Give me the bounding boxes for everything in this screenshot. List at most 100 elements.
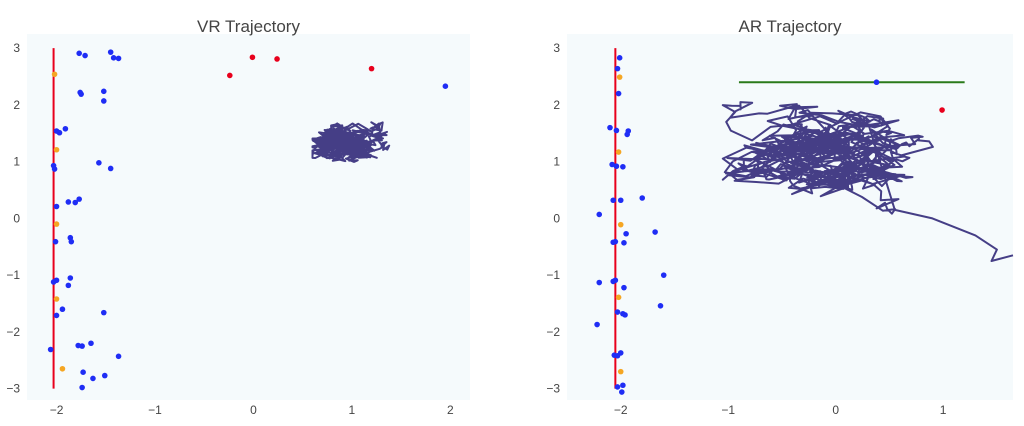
vr-blue-point: [101, 372, 108, 379]
ar-blue-point: [596, 211, 603, 218]
vr-blue-point: [56, 129, 63, 136]
vr-blue-point: [82, 52, 88, 59]
ar-blue-point: [619, 389, 625, 395]
vr-blue-point: [76, 196, 82, 202]
ar-blue-point: [620, 382, 626, 389]
ar-orange-point: [615, 149, 622, 155]
ar-orange-point: [616, 74, 623, 80]
ar-x-tick-label: −1: [721, 403, 735, 417]
ar-blue-point: [610, 239, 617, 246]
ar-blue-point: [596, 279, 603, 286]
ar-y-tick-label: 1: [553, 155, 560, 169]
ar-blue-point: [617, 350, 624, 356]
vr-blue-point: [79, 384, 85, 391]
vr-blue-point: [96, 160, 102, 166]
vr-chart-title: VR Trajectory: [197, 17, 300, 36]
vr-blue-point: [53, 203, 60, 210]
ar-trajectory-line: [721, 101, 1014, 262]
ar-blue-point: [622, 312, 628, 318]
vr-blue-point: [59, 306, 66, 313]
vr-x-tick-label: 0: [250, 403, 257, 417]
ar-plot-background: [567, 34, 1013, 400]
vr-orange-point: [53, 146, 60, 153]
vr-blue-point: [100, 98, 107, 104]
vr-blue-point: [65, 199, 72, 205]
ar-orange-point: [617, 368, 624, 375]
vr-blue-point: [67, 275, 74, 281]
vr-blue-point: [51, 166, 58, 172]
ar-blue-point: [639, 195, 646, 201]
vr-orange-point: [53, 221, 60, 227]
vr-orange-point: [59, 365, 66, 372]
ar-y-tick-label: −3: [546, 382, 560, 396]
ar-blue-point: [615, 90, 622, 97]
ar-x-ticks: −2 −1 0 1: [614, 403, 947, 417]
vr-y-tick-label: 2: [13, 98, 20, 112]
vr-orange-point: [53, 296, 60, 302]
ar-blue-point: [594, 321, 600, 328]
ar-trajectory: [721, 101, 1014, 262]
ar-blue-point: [620, 163, 626, 170]
vr-y-tick-label: −3: [6, 382, 20, 396]
vr-orange-point: [51, 71, 58, 78]
ar-blue-point: [609, 161, 615, 168]
ar-x-tick-label: −2: [614, 403, 628, 417]
ar-x-tick-label: 0: [832, 403, 839, 417]
ar-blue-point: [617, 197, 624, 204]
vr-blue-point: [107, 49, 114, 55]
ar-blue-point: [621, 284, 627, 291]
vr-blue-point: [68, 238, 75, 245]
ar-blue-point: [610, 278, 617, 285]
ar-blue-point: [657, 303, 664, 309]
vr-red-point: [274, 56, 280, 62]
ar-blue-point: [616, 55, 623, 61]
vr-blue-point: [62, 125, 69, 132]
vr-blue-point: [115, 55, 122, 62]
vr-blue-point: [80, 369, 86, 375]
ar-points: [594, 55, 945, 395]
vr-blue-point: [88, 340, 94, 347]
ar-orange-point: [615, 294, 622, 301]
vr-blue-point: [50, 279, 57, 285]
vr-y-tick-label: −1: [6, 268, 20, 282]
vr-points: [47, 49, 449, 391]
vr-plot-background: [27, 34, 470, 400]
ar-y-tick-label: −1: [546, 268, 560, 282]
vr-blue-point: [47, 346, 54, 353]
ar-blue-point: [652, 229, 658, 235]
ar-blue-point: [613, 163, 620, 170]
vr-blue-point: [52, 238, 59, 245]
ar-orange-point: [617, 221, 624, 228]
ar-blue-point: [624, 131, 630, 138]
vr-red-point: [368, 65, 375, 72]
vr-blue-point: [100, 88, 107, 95]
vr-y-tick-label: 1: [13, 155, 20, 169]
vr-blue-point: [107, 165, 114, 172]
ar-y-tick-label: 2: [553, 98, 560, 112]
ar-subplot: AR Trajectory −2 −1 0 1 3 2 1 0 −1 −2 −3: [546, 17, 1014, 417]
ar-blue-point: [621, 240, 627, 246]
vr-y-ticks: 3 2 1 0 −1 −2 −3: [6, 41, 20, 395]
ar-chart-title: AR Trajectory: [739, 17, 842, 36]
ar-y-ticks: 3 2 1 0 −1 −2 −3: [546, 41, 560, 395]
vr-trajectory-line: [311, 121, 391, 163]
vr-x-ticks: −2 −1 0 1 2: [50, 403, 454, 417]
ar-blue-point: [610, 197, 617, 204]
ar-blue-point: [614, 65, 621, 72]
ar-red-point: [939, 107, 945, 113]
vr-blue-point: [76, 50, 82, 57]
vr-blue-point: [78, 91, 84, 97]
vr-blue-point: [115, 353, 122, 360]
ar-x-tick-label: 1: [940, 403, 947, 417]
ar-blue-point: [607, 124, 613, 131]
vr-y-tick-label: −2: [6, 325, 20, 339]
ar-lines: [614, 48, 965, 389]
vr-red-point: [249, 54, 256, 61]
vr-blue-point: [53, 312, 60, 319]
ar-blue-point: [623, 230, 629, 237]
vr-subplot: VR Trajectory −2 −1 0 1 2 3 2 1 0 −1 −2 −3: [6, 17, 470, 417]
vr-blue-point: [65, 282, 72, 289]
vr-trajectory: [311, 121, 391, 163]
vr-blue-point: [79, 343, 85, 349]
ar-y-tick-label: −2: [546, 325, 560, 339]
